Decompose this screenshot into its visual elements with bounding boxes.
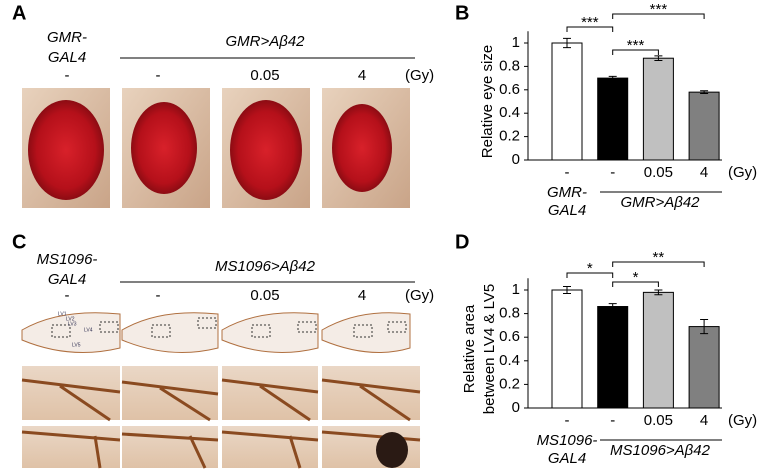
y-tick-label: 0.8: [499, 57, 520, 74]
x-tick-label: -: [610, 412, 615, 429]
significance-label: ***: [581, 14, 599, 31]
y-tick-label: 0: [512, 151, 520, 168]
bar: [551, 42, 583, 161]
eye-photos: [22, 88, 410, 208]
significance-label: ***: [650, 1, 668, 18]
panel-label: A: [12, 2, 26, 24]
genotype: GAL4: [48, 271, 86, 288]
y-axis-label: Relative eye size: [479, 45, 496, 158]
group-label: GMR>Aβ42: [620, 194, 700, 211]
zoom-photos: [21, 366, 421, 469]
significance-bracket: [612, 49, 659, 55]
genotype: MS1096>Aβ42: [215, 258, 316, 275]
group-label: MS1096>Aβ42: [610, 442, 711, 459]
unit-label: (Gy): [728, 412, 757, 429]
error-bar: [700, 319, 709, 335]
panel-label: C: [12, 231, 26, 253]
dose: -: [65, 287, 70, 304]
y-tick-label: 1: [512, 34, 520, 51]
significance-label: ***: [627, 37, 645, 54]
error-bar: [654, 55, 663, 62]
y-tick-label: 0.4: [499, 352, 520, 369]
genotype: GMR>Aβ42: [225, 33, 305, 50]
y-tick-label: 0: [512, 399, 520, 416]
error-bar: [654, 289, 663, 296]
vein-label: LV1: [58, 311, 67, 317]
unit: (Gy): [405, 67, 434, 84]
significance-bracket: [612, 261, 705, 267]
dose: 0.05: [250, 287, 279, 304]
y-tick-label: 0.2: [499, 375, 520, 392]
bar: [551, 289, 583, 409]
x-tick-label: -: [565, 412, 570, 429]
dose: 4: [358, 287, 366, 304]
significance-bracket: [612, 13, 705, 19]
panel-label: D: [455, 231, 469, 253]
x-tick-label: 0.05: [644, 164, 673, 181]
y-tick-label: 1: [512, 281, 520, 298]
significance-bracket: [566, 272, 614, 278]
y-tick-label: 0.6: [499, 328, 520, 345]
unit: (Gy): [405, 287, 434, 304]
y-tick-label: 0.6: [499, 81, 520, 98]
group-label: GAL4: [548, 202, 586, 219]
dose: -: [156, 287, 161, 304]
error-bar: [608, 303, 617, 310]
significance-bracket: [566, 26, 614, 32]
genotype: GAL4: [48, 49, 86, 66]
vein-label: LV5: [72, 342, 81, 348]
y-tick-label: 0.4: [499, 104, 520, 121]
unit-label: (Gy): [728, 164, 757, 181]
bar: [642, 57, 674, 161]
x-tick-label: 4: [700, 164, 708, 181]
group-label: GAL4: [548, 450, 586, 467]
bar: [688, 326, 720, 409]
y-axis-label: Relative area: [461, 304, 478, 393]
vein-label: LV4: [84, 327, 93, 333]
bar: [688, 91, 720, 161]
y-tick-label: 0.8: [499, 305, 520, 322]
panel-label: B: [455, 2, 469, 24]
significance-label: *: [633, 269, 639, 286]
genotype: GMR-: [47, 29, 87, 46]
error-bar: [700, 90, 709, 95]
dose: 4: [358, 67, 366, 84]
significance-bracket: [612, 281, 659, 287]
x-tick-label: 4: [700, 412, 708, 429]
significance-label: *: [587, 260, 593, 277]
error-bar: [608, 75, 617, 81]
dose: -: [156, 67, 161, 84]
bar: [597, 306, 629, 409]
x-tick-label: -: [610, 164, 615, 181]
error-bar: [563, 37, 571, 49]
y-tick-label: 0.2: [499, 128, 520, 145]
bar: [597, 77, 629, 161]
y-axis-label: between LV4 & LV5: [481, 284, 498, 414]
x-tick-label: -: [565, 164, 570, 181]
genotype: MS1096-: [37, 251, 98, 268]
vein-label: LV3: [68, 321, 77, 327]
x-tick-label: 0.05: [644, 412, 673, 429]
significance-label: **: [653, 249, 665, 266]
group-label: GMR-: [547, 184, 587, 201]
error-bar: [563, 285, 571, 295]
dose: 0.05: [250, 67, 279, 84]
dose: -: [65, 67, 70, 84]
wing-photos: [21, 312, 411, 353]
vein-label: LV2: [66, 316, 75, 322]
group-label: MS1096-: [537, 432, 598, 449]
bar: [642, 291, 674, 409]
